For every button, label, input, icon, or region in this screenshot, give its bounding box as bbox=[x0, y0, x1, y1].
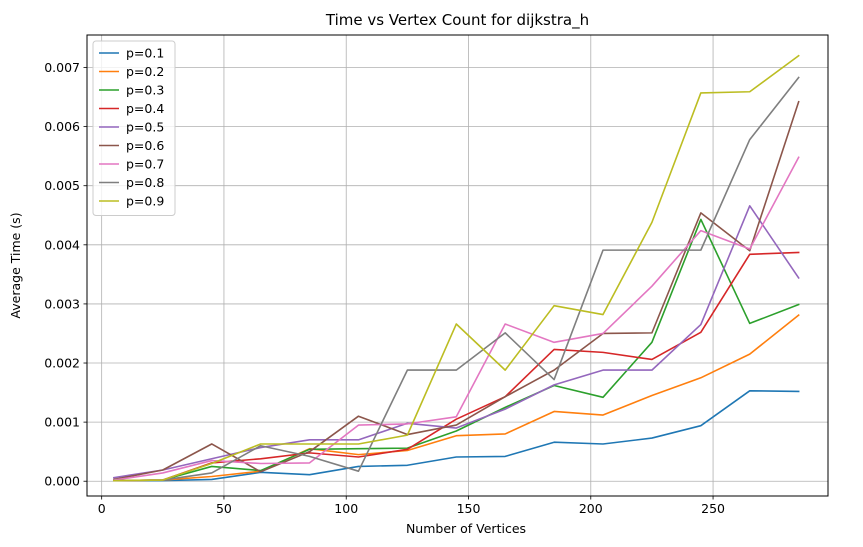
legend-label: p=0.6 bbox=[126, 138, 164, 153]
y-tick-label: 0.005 bbox=[44, 178, 80, 193]
y-tick-label: 0.000 bbox=[44, 474, 80, 489]
y-tick-label: 0.002 bbox=[44, 356, 80, 371]
x-tick-label: 200 bbox=[579, 501, 603, 516]
x-tick-label: 100 bbox=[334, 501, 358, 516]
legend-label: p=0.8 bbox=[126, 175, 164, 190]
y-axis-label: Average Time (s) bbox=[8, 212, 23, 318]
legend-label: p=0.1 bbox=[126, 46, 164, 61]
y-tick-label: 0.004 bbox=[44, 237, 80, 252]
series-line-p-0-5 bbox=[112, 205, 800, 479]
series-line-p-0-7 bbox=[112, 156, 800, 481]
y-tick-label: 0.003 bbox=[44, 296, 80, 311]
axis-ticks: 0 50 100 150 200 250 0.000 0.001 0.002 0.003 0.004… bbox=[44, 60, 725, 516]
x-tick-label: 50 bbox=[216, 501, 232, 516]
x-tick-label: 250 bbox=[701, 501, 725, 516]
x-tick-label: 0 bbox=[98, 501, 106, 516]
series-lines bbox=[112, 54, 800, 482]
y-tick-label: 0.007 bbox=[44, 60, 80, 75]
series-line-p-0-9 bbox=[113, 54, 800, 482]
x-axis-label: Number of Vertices bbox=[406, 521, 526, 536]
legend-label: p=0.4 bbox=[126, 101, 164, 116]
series-line-p-0-2 bbox=[113, 314, 800, 482]
series-line-p-0-3 bbox=[113, 218, 800, 482]
chart-title: Time vs Vertex Count for dijkstra_h bbox=[325, 11, 589, 30]
legend-label: p=0.3 bbox=[126, 83, 164, 98]
legend-box bbox=[92, 40, 176, 216]
series-line-p-0-8 bbox=[113, 76, 800, 482]
series-line-p-0-1 bbox=[113, 389, 800, 482]
x-tick-label: 150 bbox=[457, 501, 481, 516]
legend-label: p=0.5 bbox=[126, 120, 164, 135]
legend: p=0.1 p=0.2 p=0.3 p=0.4 p=0.5 p=0.6 p=0.7 p=0.8… bbox=[92, 40, 176, 216]
y-tick-label: 0.001 bbox=[44, 415, 80, 430]
legend-label: p=0.2 bbox=[126, 64, 164, 79]
legend-label: p=0.7 bbox=[126, 157, 164, 172]
series-line-p-0-6 bbox=[112, 100, 800, 481]
plot-frame bbox=[86, 34, 829, 497]
legend-label: p=0.9 bbox=[126, 194, 164, 209]
y-tick-label: 0.006 bbox=[44, 119, 80, 134]
grid bbox=[87, 35, 828, 496]
